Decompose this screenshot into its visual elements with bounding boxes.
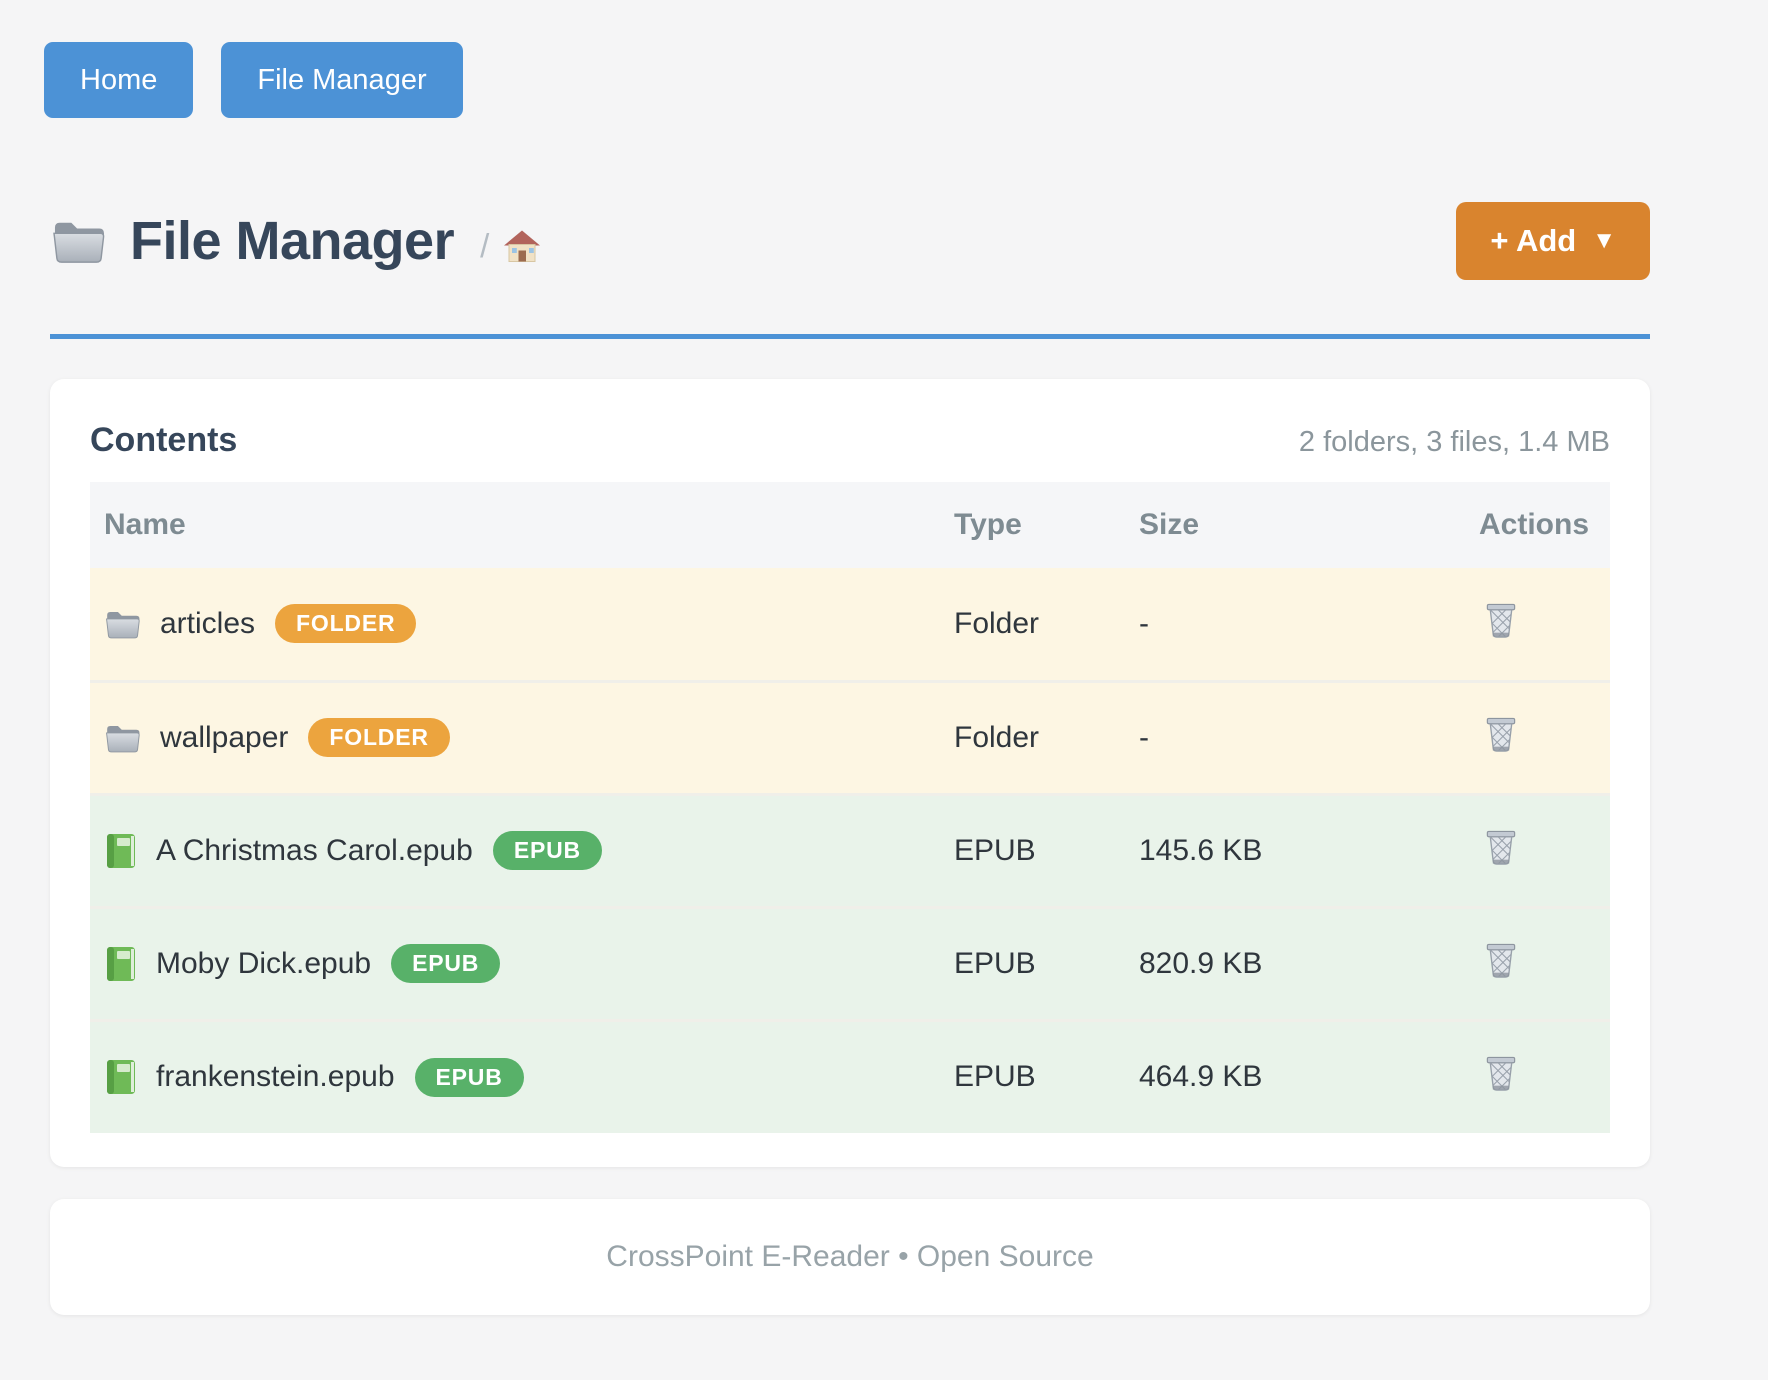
green-book-icon xyxy=(107,1060,135,1095)
footer-text: CrossPoint E-Reader • Open Source xyxy=(606,1240,1094,1273)
column-header-size: Size xyxy=(1125,482,1465,568)
folder-emoji-icon xyxy=(106,724,140,752)
wastebasket-icon xyxy=(1483,941,1519,979)
file-size: 464.9 KB xyxy=(1139,1060,1263,1094)
file-size: - xyxy=(1139,720,1149,754)
epub-badge: EPUB xyxy=(492,831,602,870)
file-name[interactable]: frankenstein.epub xyxy=(156,1060,395,1094)
breadcrumb: / xyxy=(480,227,541,265)
page-header: File Manager / + Add ▼ xyxy=(50,202,1650,280)
table-row-wallpaper[interactable]: wallpaper FOLDER Folder - xyxy=(90,681,1610,794)
file-manager-page: Home File Manager File Manager / + Add ▼… xyxy=(44,0,1650,1315)
file-size: 820.9 KB xyxy=(1139,946,1263,980)
delete-button[interactable] xyxy=(1483,941,1519,979)
contents-heading: Contents xyxy=(90,421,238,459)
delete-button[interactable] xyxy=(1483,828,1519,866)
contents-card-header: Contents 2 folders, 3 files, 1.4 MB xyxy=(90,421,1610,460)
green-book-icon xyxy=(107,833,135,868)
column-header-type: Type xyxy=(940,482,1125,568)
column-header-name: Name xyxy=(90,482,940,568)
delete-button[interactable] xyxy=(1483,1054,1519,1092)
title-group: File Manager / xyxy=(50,210,541,272)
caret-down-icon: ▼ xyxy=(1592,227,1616,254)
file-type: Folder xyxy=(954,606,1040,640)
file-manager-button[interactable]: File Manager xyxy=(221,42,463,118)
delete-button[interactable] xyxy=(1483,601,1519,639)
wastebasket-icon xyxy=(1483,601,1519,639)
file-name[interactable]: Moby Dick.epub xyxy=(156,946,372,980)
footer-card: CrossPoint E-Reader • Open Source xyxy=(50,1199,1650,1315)
breadcrumb-separator: / xyxy=(480,227,490,264)
folder-badge: FOLDER xyxy=(275,604,417,644)
home-button[interactable]: Home xyxy=(44,42,194,118)
file-size: - xyxy=(1139,606,1149,640)
wastebasket-icon xyxy=(1483,828,1519,866)
page-title: File Manager xyxy=(130,211,455,271)
folder-badge: FOLDER xyxy=(308,718,450,757)
add-button[interactable]: + Add ▼ xyxy=(1456,202,1650,280)
file-type: Folder xyxy=(954,720,1040,754)
green-book-icon xyxy=(107,946,135,981)
folder-emoji-icon xyxy=(106,611,140,639)
file-type: EPUB xyxy=(954,946,1036,980)
epub-badge: EPUB xyxy=(391,944,501,983)
folder-icon xyxy=(53,222,105,263)
wastebasket-icon xyxy=(1483,715,1519,753)
file-name[interactable]: wallpaper xyxy=(160,720,289,754)
top-nav: Home File Manager xyxy=(44,42,1650,118)
file-table: Name Type Size Actions articles FOLDER F… xyxy=(90,482,1610,1133)
file-type: EPUB xyxy=(954,833,1036,867)
column-header-actions: Actions xyxy=(1465,482,1610,568)
table-row-moby-dick[interactable]: Moby Dick.epub EPUB EPUB 820.9 KB xyxy=(90,907,1610,1020)
file-name[interactable]: articles xyxy=(160,606,256,640)
wastebasket-icon xyxy=(1483,1054,1519,1092)
table-header-row: Name Type Size Actions xyxy=(90,482,1610,568)
delete-button[interactable] xyxy=(1483,715,1519,753)
table-row-frankenstein[interactable]: frankenstein.epub EPUB EPUB 464.9 KB xyxy=(90,1020,1610,1133)
contents-summary: 2 folders, 3 files, 1.4 MB xyxy=(1298,426,1610,458)
header-divider xyxy=(50,334,1650,339)
file-name[interactable]: A Christmas Carol.epub xyxy=(156,833,473,867)
add-button-label: + Add xyxy=(1490,223,1577,258)
contents-card: Contents 2 folders, 3 files, 1.4 MB Name… xyxy=(50,379,1650,1167)
epub-badge: EPUB xyxy=(414,1057,524,1097)
table-row-articles[interactable]: articles FOLDER Folder - xyxy=(90,568,1610,681)
house-icon[interactable] xyxy=(503,228,541,264)
table-row-christmas-carol[interactable]: A Christmas Carol.epub EPUB EPUB 145.6 K… xyxy=(90,794,1610,907)
file-type: EPUB xyxy=(954,1060,1036,1094)
file-size: 145.6 KB xyxy=(1139,833,1263,867)
